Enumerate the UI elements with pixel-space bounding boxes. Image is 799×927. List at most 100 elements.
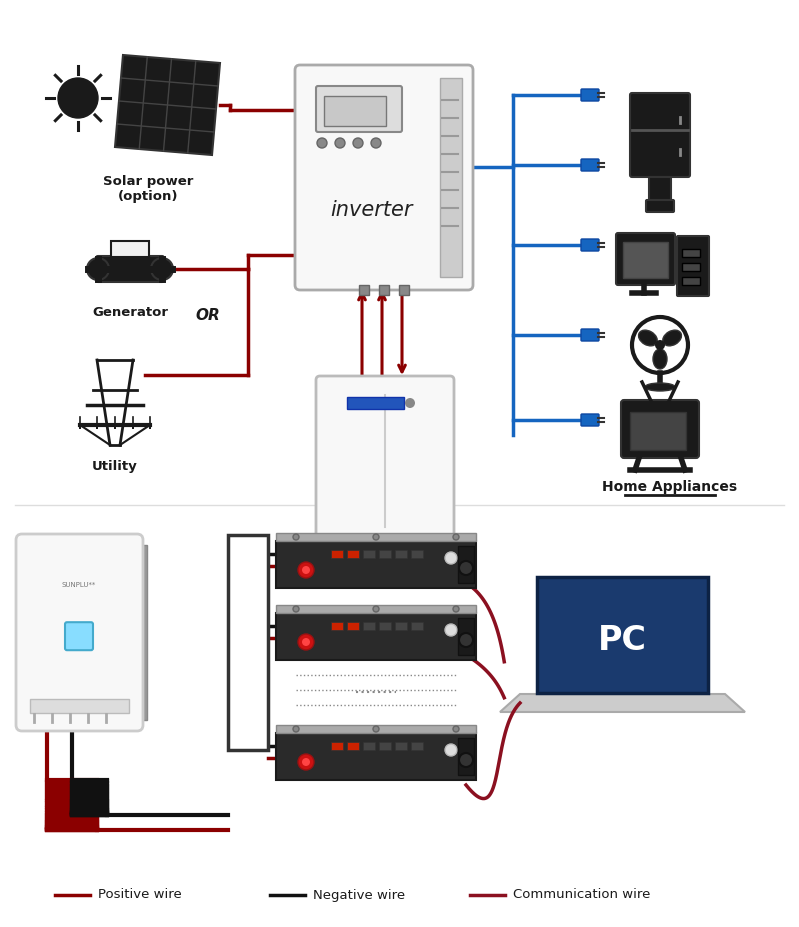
Circle shape — [459, 753, 473, 767]
FancyBboxPatch shape — [581, 89, 599, 101]
Text: PC: PC — [598, 624, 646, 656]
FancyBboxPatch shape — [30, 699, 129, 713]
FancyBboxPatch shape — [682, 277, 700, 285]
Ellipse shape — [645, 383, 675, 391]
Circle shape — [302, 566, 310, 574]
FancyBboxPatch shape — [379, 742, 391, 750]
FancyBboxPatch shape — [276, 605, 476, 613]
Ellipse shape — [663, 330, 682, 346]
Circle shape — [293, 726, 299, 732]
Circle shape — [335, 138, 345, 148]
FancyBboxPatch shape — [420, 535, 440, 547]
FancyBboxPatch shape — [65, 622, 93, 650]
FancyBboxPatch shape — [395, 550, 407, 558]
FancyBboxPatch shape — [363, 550, 375, 558]
Circle shape — [298, 562, 314, 578]
FancyBboxPatch shape — [581, 414, 599, 426]
Circle shape — [453, 726, 459, 732]
FancyBboxPatch shape — [111, 241, 149, 257]
Text: powerwall: powerwall — [348, 563, 422, 578]
Circle shape — [302, 638, 310, 646]
Text: Solar power
(option): Solar power (option) — [103, 175, 193, 203]
FancyBboxPatch shape — [682, 249, 700, 257]
FancyBboxPatch shape — [316, 86, 402, 132]
FancyBboxPatch shape — [646, 200, 674, 212]
Circle shape — [293, 534, 299, 540]
Circle shape — [298, 754, 314, 770]
Circle shape — [445, 552, 457, 564]
Circle shape — [655, 340, 665, 350]
FancyBboxPatch shape — [395, 742, 407, 750]
FancyBboxPatch shape — [621, 400, 699, 458]
FancyBboxPatch shape — [331, 742, 343, 750]
FancyBboxPatch shape — [411, 550, 423, 558]
Circle shape — [445, 624, 457, 636]
FancyBboxPatch shape — [276, 541, 476, 588]
Circle shape — [373, 534, 379, 540]
FancyBboxPatch shape — [324, 96, 386, 126]
FancyBboxPatch shape — [347, 622, 359, 630]
FancyBboxPatch shape — [379, 285, 389, 295]
FancyBboxPatch shape — [330, 535, 350, 547]
FancyBboxPatch shape — [359, 285, 369, 295]
Circle shape — [293, 606, 299, 612]
FancyBboxPatch shape — [440, 78, 462, 277]
Polygon shape — [500, 694, 745, 712]
Circle shape — [371, 138, 381, 148]
Ellipse shape — [653, 349, 667, 369]
FancyBboxPatch shape — [363, 742, 375, 750]
FancyBboxPatch shape — [581, 329, 599, 341]
FancyBboxPatch shape — [458, 618, 474, 655]
Text: Positive wire: Positive wire — [98, 888, 181, 901]
Text: Utility: Utility — [92, 460, 138, 473]
FancyBboxPatch shape — [581, 239, 599, 251]
Circle shape — [405, 398, 415, 408]
FancyBboxPatch shape — [630, 93, 690, 177]
FancyBboxPatch shape — [331, 622, 343, 630]
FancyBboxPatch shape — [411, 622, 423, 630]
FancyBboxPatch shape — [363, 622, 375, 630]
Circle shape — [317, 138, 327, 148]
Circle shape — [459, 633, 473, 647]
FancyBboxPatch shape — [682, 263, 700, 271]
Circle shape — [302, 758, 310, 766]
Circle shape — [453, 534, 459, 540]
FancyBboxPatch shape — [276, 725, 476, 733]
Ellipse shape — [638, 330, 658, 346]
FancyBboxPatch shape — [129, 545, 147, 720]
FancyBboxPatch shape — [677, 236, 709, 296]
FancyBboxPatch shape — [616, 233, 675, 285]
Circle shape — [353, 138, 363, 148]
FancyBboxPatch shape — [581, 159, 599, 171]
Circle shape — [151, 258, 173, 280]
FancyBboxPatch shape — [228, 535, 268, 750]
FancyBboxPatch shape — [316, 376, 454, 539]
FancyBboxPatch shape — [295, 65, 473, 290]
Circle shape — [87, 258, 109, 280]
Circle shape — [373, 606, 379, 612]
Text: Negative wire: Negative wire — [313, 888, 405, 901]
Circle shape — [453, 606, 459, 612]
FancyBboxPatch shape — [331, 550, 343, 558]
FancyBboxPatch shape — [623, 242, 668, 278]
FancyBboxPatch shape — [379, 622, 391, 630]
FancyBboxPatch shape — [458, 738, 474, 775]
FancyBboxPatch shape — [399, 285, 409, 295]
FancyBboxPatch shape — [347, 397, 404, 409]
Text: OR: OR — [195, 308, 220, 323]
FancyBboxPatch shape — [276, 613, 476, 660]
FancyBboxPatch shape — [395, 622, 407, 630]
Text: Generator: Generator — [92, 306, 168, 319]
FancyBboxPatch shape — [347, 742, 359, 750]
Circle shape — [459, 561, 473, 575]
FancyBboxPatch shape — [458, 546, 474, 583]
Text: Current Box: Current Box — [241, 605, 255, 679]
Circle shape — [445, 744, 457, 756]
FancyBboxPatch shape — [347, 550, 359, 558]
Circle shape — [373, 726, 379, 732]
FancyBboxPatch shape — [630, 412, 686, 450]
FancyBboxPatch shape — [16, 534, 143, 731]
FancyBboxPatch shape — [649, 177, 671, 204]
Text: Home Appliances: Home Appliances — [602, 480, 737, 494]
FancyBboxPatch shape — [276, 733, 476, 780]
